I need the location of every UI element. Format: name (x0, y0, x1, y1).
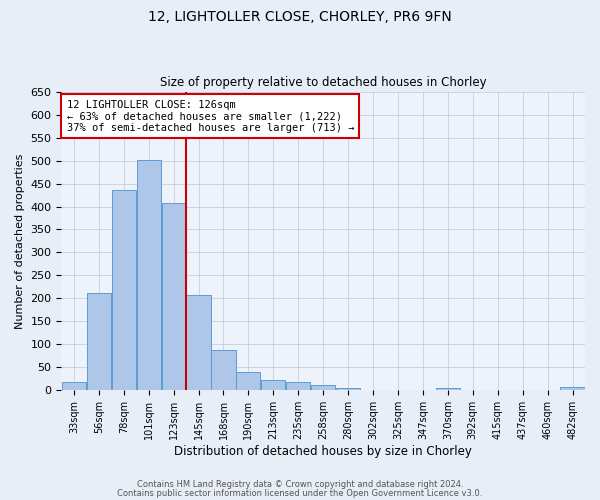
Text: Contains HM Land Registry data © Crown copyright and database right 2024.: Contains HM Land Registry data © Crown c… (137, 480, 463, 489)
Bar (112, 190, 136, 390)
Bar (236, 372, 260, 390)
X-axis label: Distribution of detached houses by size in Chorley: Distribution of detached houses by size … (174, 444, 472, 458)
Text: Contains public sector information licensed under the Open Government Licence v3: Contains public sector information licen… (118, 489, 482, 498)
Bar (62, 382, 86, 390)
Bar (436, 388, 460, 390)
Y-axis label: Number of detached properties: Number of detached properties (15, 154, 25, 328)
Bar (261, 380, 286, 390)
Bar (560, 387, 584, 390)
Bar (161, 203, 185, 390)
Bar (286, 382, 310, 390)
Text: 12, LIGHTOLLER CLOSE, CHORLEY, PR6 9FN: 12, LIGHTOLLER CLOSE, CHORLEY, PR6 9FN (148, 10, 452, 24)
Bar (211, 350, 236, 390)
Bar (87, 292, 111, 390)
Title: Size of property relative to detached houses in Chorley: Size of property relative to detached ho… (160, 76, 487, 90)
Bar (311, 385, 335, 390)
Text: 12 LIGHTOLLER CLOSE: 126sqm
← 63% of detached houses are smaller (1,222)
37% of : 12 LIGHTOLLER CLOSE: 126sqm ← 63% of det… (67, 100, 354, 132)
Bar (336, 388, 360, 390)
Bar (187, 295, 211, 390)
Bar (137, 160, 161, 390)
